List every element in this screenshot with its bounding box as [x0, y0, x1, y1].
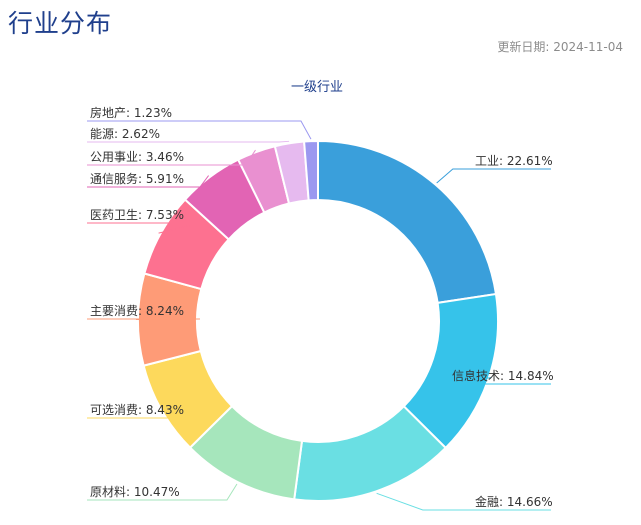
leader-line-1 — [447, 377, 551, 385]
update-date: 更新日期: 2024-11-04 — [497, 40, 623, 54]
leader-line-0 — [436, 168, 551, 184]
slice-label-1: 信息技术: 14.84% — [452, 368, 554, 383]
leader-line-8 — [87, 149, 256, 166]
leader-line-7 — [87, 175, 209, 188]
leader-line-10 — [87, 120, 312, 140]
leader-line-5 — [87, 318, 201, 321]
leader-line-4 — [87, 410, 201, 419]
page-title: 行业分布 — [8, 9, 113, 38]
slice-label-0: 工业: 22.61% — [475, 154, 553, 168]
slice-10[interactable] — [303, 139, 319, 202]
leader-line-3 — [87, 483, 238, 501]
slice-label-2: 金融: 14.66% — [475, 494, 553, 509]
slice-label-9: 能源: 2.62% — [90, 127, 160, 141]
slice-label-3: 原材料: 10.47% — [90, 485, 180, 499]
donut-slices — [137, 139, 499, 502]
slice-label-6: 医药卫生: 7.53% — [90, 208, 184, 222]
slice-label-4: 可选消费: 8.43% — [90, 403, 184, 417]
chart-title: 一级行业 — [291, 80, 343, 95]
leader-line-9 — [87, 140, 290, 143]
slice-labels: 工业: 22.61% 信息技术: 14.84% 金融: 14.66% 原材料: 10.… — [90, 105, 554, 509]
leader-line-6 — [87, 222, 201, 234]
slice-label-7: 通信服务: 5.91% — [90, 171, 184, 186]
slice-label-8: 公用事业: 3.46% — [90, 150, 184, 164]
leader-line-2 — [376, 492, 551, 511]
slice-label-10: 房地产: 1.23% — [90, 105, 172, 120]
label-leader-lines — [87, 120, 551, 511]
slice-label-5: 主要消费: 8.24% — [90, 304, 184, 318]
slice-0[interactable] — [317, 139, 498, 305]
